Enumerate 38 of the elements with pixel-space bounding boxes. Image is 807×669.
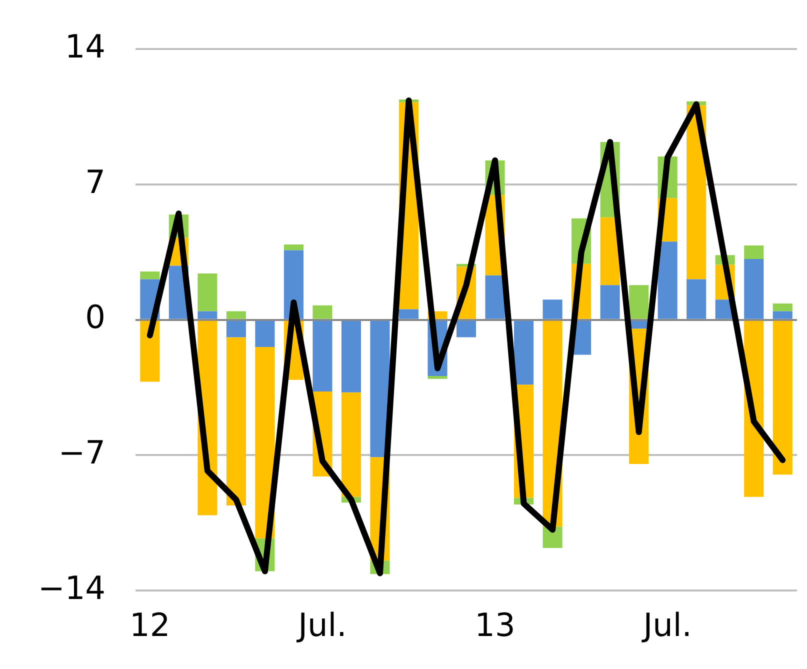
bar <box>744 258 764 319</box>
y-tick-label: 0 <box>85 298 106 336</box>
x-tick-label: Jul. <box>296 606 347 644</box>
bar <box>772 311 792 319</box>
bar <box>226 311 246 319</box>
bar <box>140 320 160 382</box>
bar <box>600 285 620 319</box>
bar <box>140 272 160 280</box>
bar <box>284 244 304 250</box>
bar <box>428 376 448 379</box>
bar <box>198 311 218 319</box>
bar <box>686 279 706 319</box>
y-tick-label: −7 <box>58 434 106 472</box>
bar <box>255 346 275 538</box>
bar <box>312 305 332 319</box>
bar <box>341 392 362 497</box>
bar <box>772 303 792 312</box>
x-tick-label: Jul. <box>641 606 692 644</box>
y-tick-label: −14 <box>38 568 106 607</box>
bar <box>514 320 534 385</box>
bar <box>198 273 218 312</box>
bar <box>744 245 764 259</box>
bar <box>658 242 678 319</box>
bar <box>772 320 792 475</box>
bar <box>226 337 246 506</box>
bar <box>456 320 476 338</box>
x-tick-label: 13 <box>474 606 516 644</box>
y-tick-label: 7 <box>85 162 106 201</box>
bar <box>629 285 649 319</box>
x-tick-label: 12 <box>130 606 170 644</box>
bar <box>255 320 275 347</box>
bar <box>398 309 419 319</box>
bar <box>312 320 332 392</box>
bar <box>485 275 505 319</box>
bar <box>226 320 246 338</box>
y-tick-label: 14 <box>64 28 106 66</box>
bar <box>542 300 562 319</box>
bar <box>341 320 362 392</box>
